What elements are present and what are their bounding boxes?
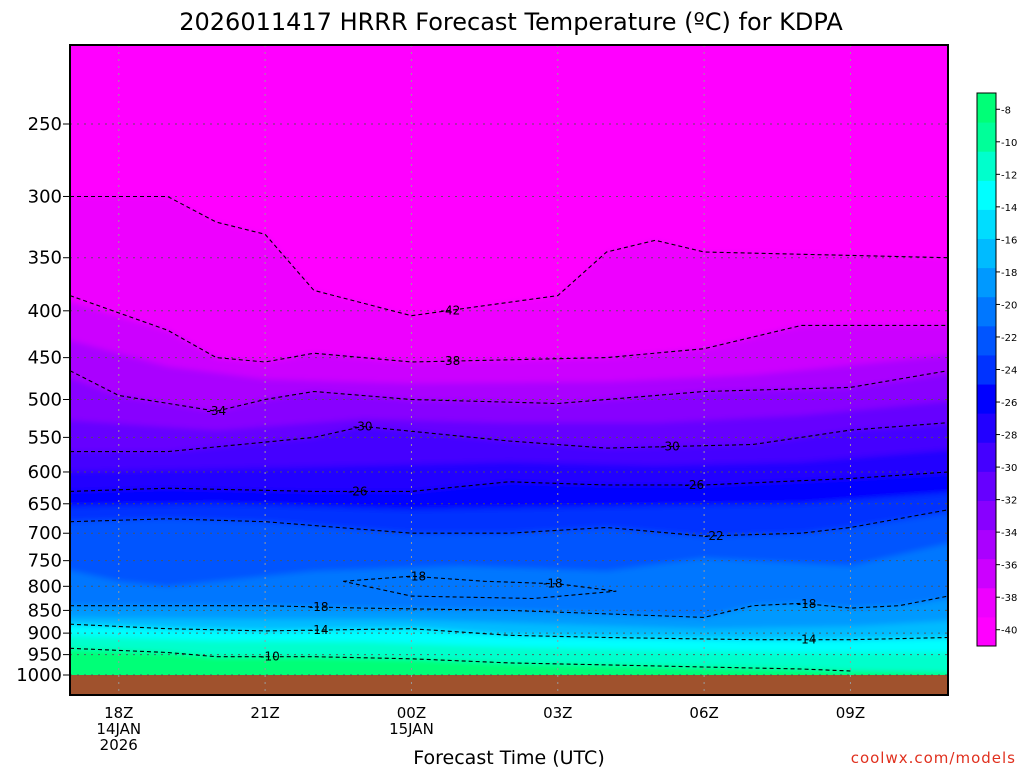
contour-label: -18 xyxy=(797,597,817,611)
colorbar-swatch xyxy=(977,325,996,356)
colorbar-label: -8 xyxy=(1001,105,1011,116)
contour-label: -26 xyxy=(348,484,368,498)
colorbar-swatch xyxy=(977,413,996,443)
x-axis-label: Forecast Time (UTC) xyxy=(413,747,604,768)
colorbar-swatch xyxy=(977,267,996,298)
contour-label: -18 xyxy=(543,577,563,591)
colorbar-label: -32 xyxy=(1001,496,1017,507)
colorbar-swatch xyxy=(977,122,996,152)
contour-label: -22 xyxy=(704,529,724,543)
contour-line xyxy=(70,647,851,672)
contour-label: -34 xyxy=(207,404,227,418)
x-tick-label: 14JAN xyxy=(96,720,141,738)
contour-label: -18 xyxy=(407,570,427,584)
colorbar-swatch xyxy=(977,180,996,210)
x-tick-label: 09Z xyxy=(836,704,865,722)
contour-label: -26 xyxy=(685,478,705,492)
colorbar-swatch xyxy=(977,238,996,269)
colorbar-swatch xyxy=(977,384,996,414)
colorbar-label: -28 xyxy=(1001,431,1017,442)
y-tick-label: 500 xyxy=(28,390,62,411)
colorbar-swatch xyxy=(977,296,996,327)
colorbar-label: -10 xyxy=(1001,138,1017,149)
y-tick-label: 650 xyxy=(28,494,62,515)
y-tick-label: 900 xyxy=(28,623,62,644)
y-tick-label: 550 xyxy=(28,427,62,448)
colorbar-swatch xyxy=(977,500,996,531)
y-tick-label: 350 xyxy=(28,248,62,269)
y-tick-label: 800 xyxy=(28,576,62,597)
colorbar-swatch xyxy=(977,587,996,618)
ground-layer xyxy=(70,675,948,695)
plot-area: -42 -38 -34 -30 -30 -26 -26 -22 -18 -18 -18 -18 -14 -… xyxy=(70,45,948,695)
colorbar-swatch xyxy=(977,93,996,123)
contour-label: -30 xyxy=(660,440,680,454)
temperature-field xyxy=(70,45,948,695)
x-tick-label: 18Z xyxy=(104,704,133,722)
contour-label: -38 xyxy=(441,354,461,368)
x-tick-label: 21Z xyxy=(250,704,279,722)
y-tick-label: 400 xyxy=(28,301,62,322)
y-tick-label: 950 xyxy=(28,645,62,666)
x-tick-label: 06Z xyxy=(689,704,718,722)
colorbar-label: -38 xyxy=(1001,593,1017,604)
y-tick-label: 700 xyxy=(28,523,62,544)
colorbar-swatch xyxy=(977,151,996,181)
colorbar-label: -36 xyxy=(1001,561,1017,572)
colorbar-label: -14 xyxy=(1001,203,1017,214)
colorbar-swatch xyxy=(977,529,996,560)
colorbar-label: -26 xyxy=(1001,398,1017,409)
colorbar-swatch xyxy=(977,354,996,385)
contour-label: -42 xyxy=(441,303,461,317)
colorbar-label: -16 xyxy=(1001,235,1017,246)
contour-label: -14 xyxy=(309,623,329,637)
contour-line xyxy=(343,575,617,600)
colorbar-label: -22 xyxy=(1001,333,1017,344)
chart-title: 2026011417 HRRR Forecast Temperature (ºC… xyxy=(179,8,843,36)
colorbar-label: -20 xyxy=(1001,300,1017,311)
colorbar-swatch xyxy=(977,209,996,240)
y-tick-label: 850 xyxy=(28,600,62,621)
contour-line xyxy=(70,370,948,412)
contour-line xyxy=(70,422,948,453)
colorbar-label: -12 xyxy=(1001,170,1017,181)
temp-band-42 xyxy=(70,45,948,316)
x-tick-label: 15JAN xyxy=(389,720,434,738)
y-tick-label: 1000 xyxy=(16,665,62,686)
contour-line xyxy=(70,195,948,317)
colorbar-swatch xyxy=(977,616,996,647)
colorbar-swatch xyxy=(977,558,996,589)
contour-lines: -42 -38 -34 -30 -30 -26 -26 -22 -18 -18 -18 -18 -14 -… xyxy=(70,195,948,672)
contour-label: -10 xyxy=(260,650,280,664)
color-scale-bar: -8 -10 -12 -14 -16 -18 -20 -22 -24 -26 -28 -30 -32 -3… xyxy=(976,92,1017,647)
colorbar-label: -40 xyxy=(1001,626,1017,637)
colorbar-swatch xyxy=(977,471,996,501)
contour-line xyxy=(70,509,948,537)
colorbar-label: -34 xyxy=(1001,528,1017,539)
y-axis: 2503003504004505005506006507007508008509… xyxy=(16,114,70,686)
contour-label: -18 xyxy=(309,600,329,614)
y-tick-label: 450 xyxy=(28,348,62,369)
colorbar-label: -18 xyxy=(1001,268,1017,279)
credit-text[interactable]: coolwx.com/models xyxy=(851,749,1016,767)
colorbar-label: -30 xyxy=(1001,463,1017,474)
y-tick-label: 600 xyxy=(28,462,62,483)
colorbar-swatch xyxy=(977,442,996,472)
y-tick-label: 300 xyxy=(28,186,62,207)
contour-line xyxy=(70,595,948,618)
x-tick-label: 00Z xyxy=(397,704,426,722)
y-tick-label: 750 xyxy=(28,551,62,572)
contour-label: -30 xyxy=(353,419,373,433)
contour-label: -14 xyxy=(797,633,817,647)
y-tick-label: 250 xyxy=(28,114,62,135)
plot-frame xyxy=(69,44,949,696)
x-tick-label: 2026 xyxy=(100,736,138,754)
x-tick-label: 03Z xyxy=(543,704,572,722)
colorbar-label: -24 xyxy=(1001,366,1017,377)
